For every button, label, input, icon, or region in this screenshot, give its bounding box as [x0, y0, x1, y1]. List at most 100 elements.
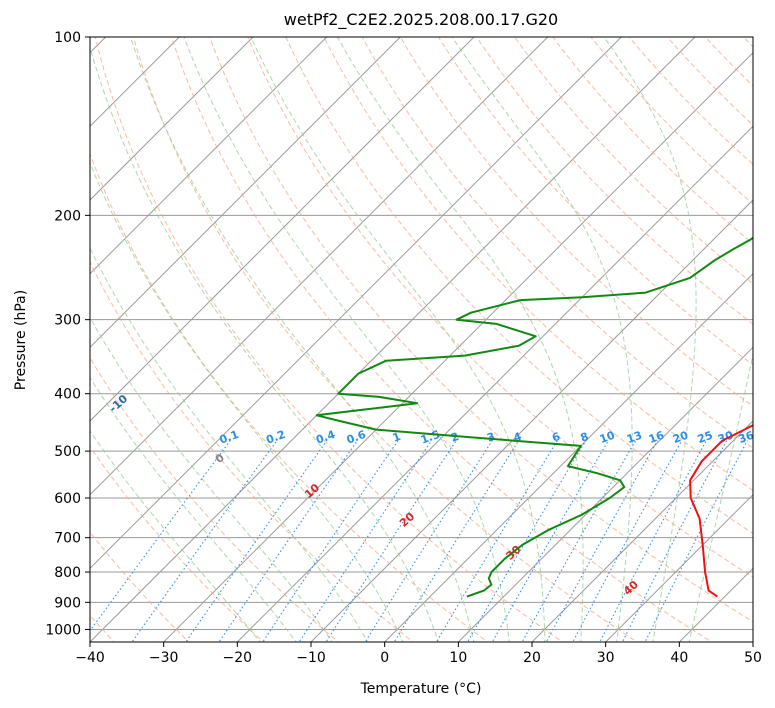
- dry-adiabat-line: [666, 37, 753, 126]
- dry-adiabat-label: 40: [621, 578, 641, 598]
- moist-adiabat-line: [90, 430, 261, 642]
- isotherm-line: [384, 272, 753, 642]
- isotherm-line: [90, 37, 328, 275]
- dry-adiabat-line: [323, 37, 753, 491]
- mixing-ratio-line: [185, 440, 328, 642]
- mixing-ratio-label: 2: [449, 430, 461, 445]
- x-tick-label: −40: [75, 650, 105, 666]
- dry-adiabat-label: 20: [397, 510, 417, 530]
- mixing-ratio-label: 0.6: [345, 428, 368, 447]
- dry-adiabat-line: [90, 446, 265, 642]
- isotherm-line: [531, 420, 753, 642]
- mixing-ratio-label: 1.5: [419, 428, 442, 447]
- y-tick-label: 200: [54, 208, 81, 224]
- mixing-ratio-line: [572, 440, 683, 642]
- plot-frame: [89, 36, 754, 643]
- y-tick-label: 500: [54, 444, 81, 460]
- moist-adiabat-line: [183, 37, 510, 642]
- isotherm-line: [90, 37, 549, 496]
- mixing-ratio-label: 20: [671, 428, 690, 446]
- dry-adiabat-line: [132, 37, 638, 642]
- x-axis-title: Temperature (°C): [360, 681, 482, 697]
- moist-adiabat-line: [688, 351, 753, 642]
- mixing-ratio-label: 36: [737, 428, 756, 446]
- mixing-ratio-label: 6: [550, 430, 562, 445]
- isotherm-line: [678, 567, 753, 642]
- moist-adiabat-line: [250, 37, 546, 642]
- isotherm-line: [90, 37, 254, 201]
- isotherm-line: [310, 199, 753, 642]
- dry-adiabat-label: 0: [213, 451, 228, 466]
- x-tick-label: 10: [449, 650, 467, 666]
- mixing-ratio-line: [491, 440, 609, 642]
- mixing-ratio-label: 13: [625, 429, 644, 446]
- x-tick-label: 20: [523, 650, 541, 666]
- x-axis-ticks: −40 −30 −20 −10 0 10 20 30 40 50: [75, 642, 762, 666]
- isotherm-line: [90, 37, 401, 349]
- mixing-ratio-label: 4: [512, 430, 524, 445]
- mixing-ratio-label: 0.4: [314, 428, 337, 447]
- dry-adiabat-line: [90, 356, 340, 642]
- y-tick-label: 400: [54, 387, 81, 403]
- y-tick-label: 300: [54, 313, 81, 329]
- y-tick-label: 100: [54, 30, 81, 46]
- dewpoint-profile: [315, 236, 753, 598]
- mixing-ratio-label: 10: [598, 428, 617, 446]
- x-tick-label: −10: [296, 650, 326, 666]
- dry-adiabat-line: [209, 37, 753, 623]
- isotherm-line: [236, 125, 753, 642]
- dry-adiabat-line: [399, 37, 753, 407]
- isotherm-line: [605, 493, 753, 642]
- mixing-ratio-label: 0.2: [264, 428, 287, 447]
- sounding-profiles: [315, 236, 753, 598]
- x-tick-label: 30: [597, 650, 615, 666]
- chart-title: wetPf2_C2E2.2025.208.00.17.G20: [284, 10, 558, 30]
- mixing-ratio-line: [298, 440, 432, 642]
- moist-adiabat-line: [90, 376, 297, 642]
- y-axis-ticks: 100 200 300 400 500 600 700 800 900 1000: [45, 30, 90, 638]
- isotherm-line: [457, 346, 753, 642]
- x-tick-label: −20: [223, 650, 253, 666]
- y-tick-label: 1000: [45, 622, 81, 638]
- moist-adiabat-line: [336, 37, 584, 642]
- mixing-ratio-label: 3: [485, 430, 497, 445]
- mixing-ratio-line: [131, 440, 278, 642]
- mixing-ratio-line: [364, 440, 493, 642]
- temperature-profile: [689, 424, 753, 598]
- moist-adiabat-line: [90, 316, 333, 642]
- y-tick-label: 900: [54, 595, 81, 611]
- moist-adiabat-line: [603, 37, 697, 642]
- mixing-ratio-line: [262, 440, 399, 642]
- x-tick-label: 40: [670, 650, 688, 666]
- moist-adiabat-line: [90, 45, 439, 642]
- y-tick-label: 700: [54, 531, 81, 547]
- isotherm-line: [752, 641, 753, 642]
- mixing-ratio-label: 16: [647, 428, 666, 446]
- dry-adiabat-line: [90, 260, 414, 642]
- moist-adiabat-line: [90, 247, 369, 642]
- mixing-ratio-line: [393, 440, 520, 642]
- dry-adiabat-line: [90, 531, 190, 642]
- moist-adiabat-line: [130, 37, 475, 642]
- x-tick-label: 0: [380, 650, 389, 666]
- y-axis-title: Pressure (hPa): [13, 290, 29, 390]
- dry-adiabat-line: [590, 37, 753, 205]
- dry-adiabat-line: [437, 37, 753, 366]
- dry-adiabat-line: [769, 24, 775, 645]
- mixing-ratio-line: [521, 440, 637, 642]
- mixing-ratio-line: [599, 440, 707, 642]
- dry-adiabat-line: [247, 37, 753, 578]
- dry-adiabat-line: [170, 37, 713, 642]
- mixing-ratio-label: 1: [391, 430, 403, 445]
- y-tick-label: 800: [54, 565, 81, 581]
- isotherm-line: [90, 37, 475, 422]
- dry-adiabat-label: -10: [107, 392, 131, 415]
- dry-adiabat-line: [90, 152, 489, 642]
- mixing-ratio-line: [435, 440, 558, 642]
- mixing-ratio-line: [545, 440, 659, 642]
- dry-adiabat-line: [476, 37, 753, 325]
- moist-adiabat-line: [451, 37, 633, 642]
- mixing-ratio-label: 8: [579, 430, 591, 445]
- mixing-ratio-label: 25: [696, 429, 715, 446]
